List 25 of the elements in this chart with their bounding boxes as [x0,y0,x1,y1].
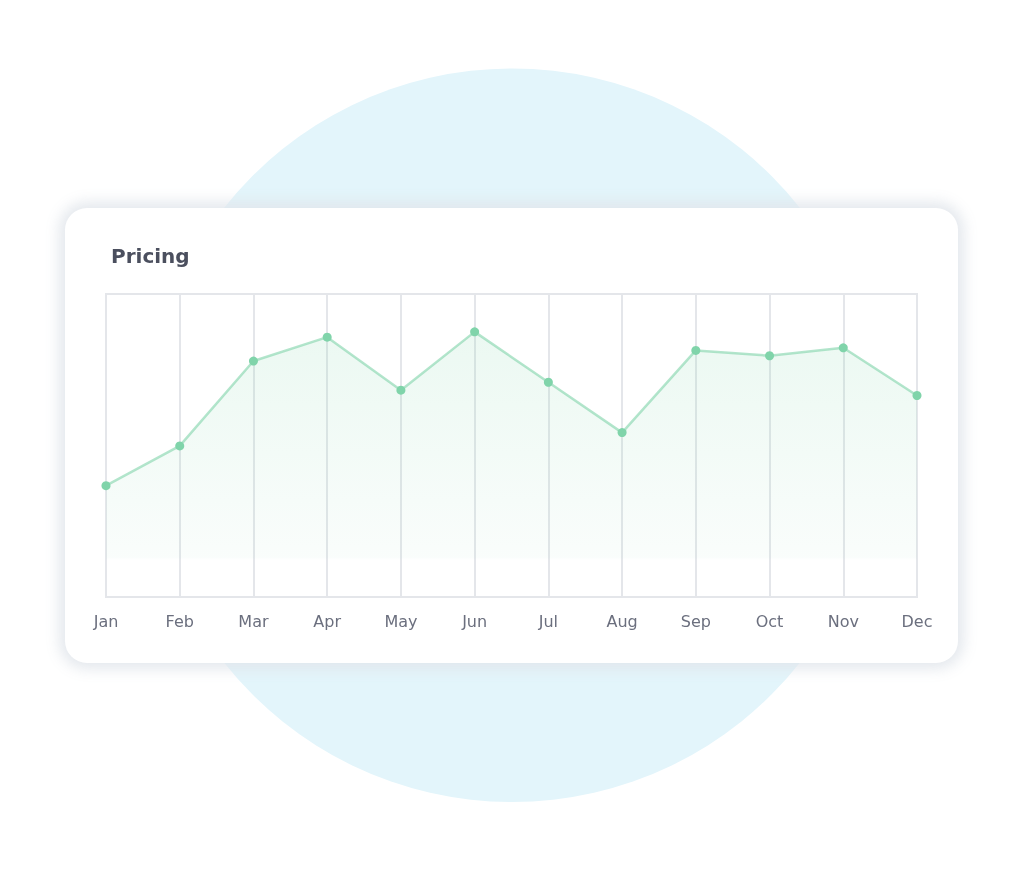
x-tick-label: Apr [313,611,342,631]
point [691,345,701,355]
point [322,332,332,342]
point [101,481,111,491]
x-tick-label: Jul [537,611,559,631]
point [838,343,848,353]
x-tick-label: Oct [755,611,784,631]
x-tick-label: Dec [901,611,933,631]
point [396,385,406,395]
x-tick-label: Sep [680,611,711,631]
x-tick-label: May [384,611,418,631]
point [617,428,627,438]
point [765,351,775,361]
point [543,377,553,387]
point [248,356,258,366]
x-tick-label: Jan [92,611,119,631]
point [912,391,922,400]
x-tick-label: Aug [606,611,638,631]
point [175,441,185,451]
x-tick-label: Feb [165,611,194,631]
point [470,327,480,337]
x-tick-label: Jun [461,611,488,631]
chart-title: Pricing [111,244,190,268]
x-tick-label: Mar [238,611,269,631]
x-tick-label: Nov [827,611,859,631]
